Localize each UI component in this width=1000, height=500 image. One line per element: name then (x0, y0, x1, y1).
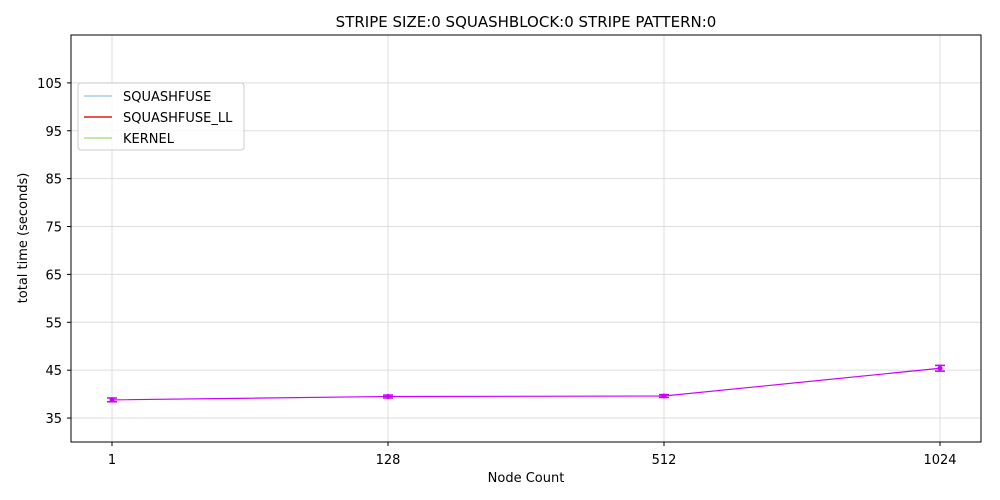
y-axis-title: total time (seconds) (16, 173, 31, 304)
y-tick-label-3: 65 (45, 268, 62, 283)
x-tick-label-3: 1024 (923, 453, 956, 468)
data-point-0-3 (937, 365, 943, 371)
y-tick-label-4: 75 (45, 221, 62, 236)
series-line-0 (111, 367, 941, 401)
series-group (107, 364, 945, 403)
y-tick-label-2: 55 (45, 316, 62, 331)
y-tick-label-6: 95 (45, 125, 62, 140)
x-axis-title: Node Count (488, 471, 565, 486)
chart-title: STRIPE SIZE:0 SQUASHBLOCK:0 STRIPE PATTE… (336, 13, 717, 31)
legend-label-0: SQUASHFUSE (123, 90, 211, 105)
axis-ticks: 35 45 55 65 75 85 95 105 1 128 512 1024 (37, 77, 956, 468)
x-tick-label-1: 128 (376, 453, 401, 468)
legend-box (77, 82, 245, 151)
legend-label-1: SQUASHFUSE_LL (123, 111, 233, 126)
y-tick-label-7: 105 (37, 77, 62, 92)
legend: SQUASHFUSE SQUASHFUSE_LL KERNEL (77, 82, 245, 151)
data-point-0-1 (385, 394, 391, 400)
y-tick-label-0: 35 (45, 412, 62, 427)
x-tick-label-0: 1 (108, 453, 116, 468)
y-tick-label-5: 85 (45, 173, 62, 188)
data-point-0-2 (661, 393, 667, 399)
data-point-0-0 (109, 397, 115, 403)
y-tick-label-1: 45 (45, 364, 62, 379)
plot-frame (70, 34, 982, 443)
legend-label-2: KERNEL (123, 132, 175, 147)
x-tick-label-2: 512 (652, 453, 677, 468)
